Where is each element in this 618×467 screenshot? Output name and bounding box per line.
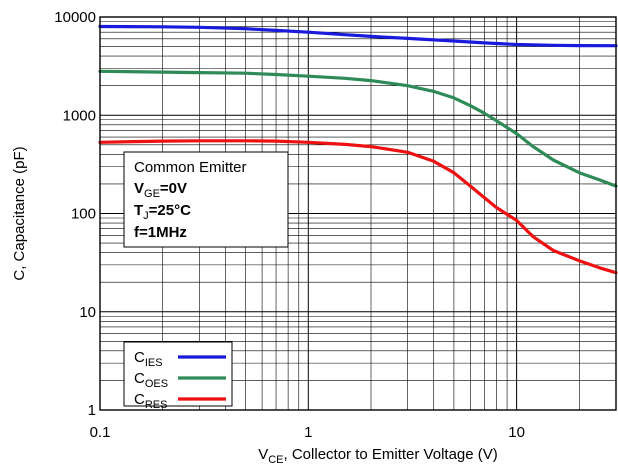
grid xyxy=(99,16,617,411)
x-tick-label: 10 xyxy=(508,424,525,441)
legend-label: COES xyxy=(134,370,168,390)
annotation-box xyxy=(123,151,289,248)
annotation-line: VGE=0V xyxy=(134,180,187,200)
legend-label: CIES xyxy=(134,349,163,369)
y-tick-label: 1 xyxy=(88,402,96,419)
y-tick-label: 1000 xyxy=(63,107,96,124)
legend-label: CRES xyxy=(134,391,167,411)
legend-box xyxy=(123,341,233,407)
y-tick-label: 100 xyxy=(71,206,96,223)
y-tick-label: 10000 xyxy=(54,9,96,26)
x-tick-label: 1 xyxy=(304,424,312,441)
series-line-oes xyxy=(98,69,618,188)
series-lines xyxy=(98,24,618,275)
x-tick-label: 0.1 xyxy=(90,424,111,441)
y-axis-title: C, Capacitance (pF) xyxy=(11,146,28,280)
annotation-line: Common Emitter xyxy=(134,159,247,176)
plot-frame xyxy=(99,16,617,411)
y-tick-label: 10 xyxy=(79,304,96,321)
annotation-line: f=1MHz xyxy=(134,224,187,241)
series-line-ies xyxy=(98,24,618,48)
series-line-res xyxy=(98,139,618,275)
annotation-line: TJ=25°C xyxy=(134,202,191,222)
tick-labels: 0.1 1 10 1 10 100 1000 10000 xyxy=(54,9,525,441)
x-axis-title: VCE, Collector to Emitter Voltage (V) xyxy=(258,446,498,466)
